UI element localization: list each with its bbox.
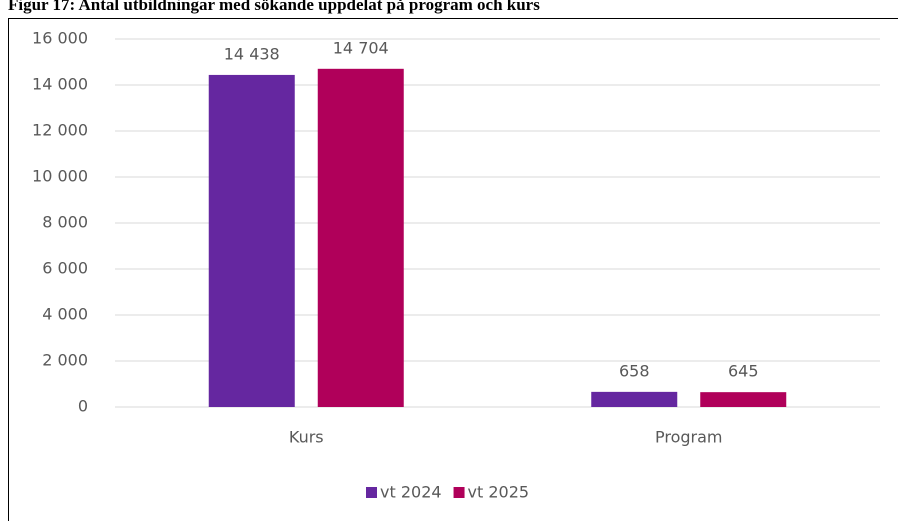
data-label: 658 xyxy=(619,361,650,380)
y-tick-label: 6 000 xyxy=(42,259,88,278)
legend-swatch xyxy=(366,487,377,498)
data-label: 14 438 xyxy=(224,44,280,63)
data-label: 645 xyxy=(728,362,759,381)
bar xyxy=(591,391,678,407)
y-tick-label: 12 000 xyxy=(32,121,88,140)
legend-label: vt 2025 xyxy=(468,483,530,502)
y-tick-label: 2 000 xyxy=(42,351,88,370)
y-tick-label: 4 000 xyxy=(42,305,88,324)
y-tick-label: 8 000 xyxy=(42,213,88,232)
legend-swatch xyxy=(453,487,465,498)
legend-label: vt 2024 xyxy=(380,483,442,502)
chart-title: Figur 17: Antal utbildningar med sökande… xyxy=(8,0,540,14)
y-tick-label: 14 000 xyxy=(32,75,88,94)
bar xyxy=(208,74,295,408)
y-tick-label: 0 xyxy=(78,397,88,416)
x-tick-label: Kurs xyxy=(289,428,324,447)
bar xyxy=(700,392,787,407)
y-tick-label: 10 000 xyxy=(32,167,88,186)
bar xyxy=(317,68,404,408)
chart-frame xyxy=(8,18,898,521)
y-tick-label: 16 000 xyxy=(32,29,88,48)
x-tick-label: Program xyxy=(655,428,723,447)
data-label: 14 704 xyxy=(333,38,389,57)
